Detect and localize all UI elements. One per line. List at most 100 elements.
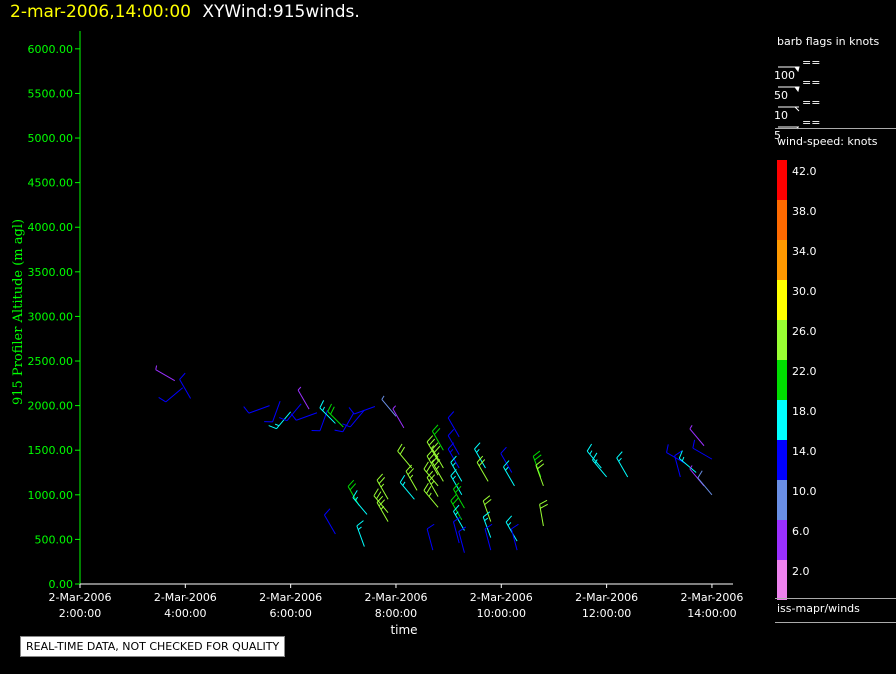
- wind-barb: [399, 474, 415, 500]
- speed-color-swatch: [777, 160, 787, 200]
- speed-scale-label: 14.0: [792, 445, 817, 458]
- barb-sample-icon: [778, 86, 800, 93]
- wind-barb: [447, 411, 460, 438]
- wind-barb: [392, 405, 405, 429]
- wind-barb: [452, 516, 461, 544]
- wind-barb: [447, 428, 460, 455]
- wind-barb: [264, 400, 281, 423]
- wind-barb: [397, 443, 413, 469]
- x-tick-time: 14:00:00: [687, 607, 736, 620]
- speed-scale-label: 26.0: [792, 325, 817, 338]
- wind-barb: [311, 409, 328, 432]
- barb-legend-label: == 100: [774, 56, 821, 82]
- y-tick-label: 0.00: [49, 578, 74, 591]
- wind-barb: [243, 405, 270, 414]
- wind-barb: [482, 495, 492, 522]
- y-axis-label: 915 Profiler Altitude (m agl): [11, 219, 26, 405]
- legend-source: iss-mapr/winds: [777, 602, 860, 615]
- x-tick-date: 2-Mar-2006: [49, 591, 112, 604]
- wind-barb: [426, 470, 439, 497]
- wind-barb: [689, 425, 705, 447]
- wind-barb: [450, 494, 463, 521]
- speed-color-swatch: [777, 200, 787, 240]
- speed-scale-label: 6.0: [792, 525, 810, 538]
- wind-barb: [319, 400, 336, 424]
- y-tick-label: 2000.00: [28, 400, 74, 413]
- wind-barb: [510, 523, 519, 551]
- speed-color-swatch: [777, 320, 787, 360]
- x-axis-ticks: 2-Mar-2006 2:00:00 2-Mar-2006 4:00:00 2-Mar-…: [49, 584, 743, 620]
- y-tick-label: 4500.00: [28, 177, 74, 190]
- barb-legend-item: == 10: [774, 96, 820, 122]
- x-tick-date: 2-Mar-2006: [154, 591, 217, 604]
- wind-barb: [323, 508, 336, 535]
- y-tick-label: 1000.00: [28, 489, 74, 502]
- wind-barb: [431, 442, 444, 469]
- speed-color-swatch: [777, 560, 787, 600]
- legend-panel: barb flags in knots == 100 == 50 == 10 == 5…: [774, 30, 896, 630]
- legend-divider: [775, 598, 896, 599]
- speed-color-swatch: [777, 240, 787, 280]
- wind-barb: [376, 473, 389, 500]
- wind-barb: [476, 455, 489, 482]
- wind-barb: [268, 411, 292, 430]
- wind-barb: [503, 460, 515, 487]
- y-tick-label: 500.00: [35, 533, 74, 546]
- barb-legend-title: barb flags in knots: [777, 35, 880, 48]
- axes: [79, 31, 733, 585]
- title-datetime: 2-mar-2006,14:00:00: [10, 2, 191, 22]
- wind-barb: [431, 455, 444, 482]
- x-tick-time: 2:00:00: [59, 607, 101, 620]
- y-tick-label: 5500.00: [28, 87, 74, 100]
- wind-barb: [482, 511, 492, 538]
- x-tick-date: 2-Mar-2006: [575, 591, 638, 604]
- speed-color-swatch: [777, 280, 787, 320]
- y-axis-ticks: 0.00 500.00 1000.00 1500.00 2000.00 2500.00 30…: [28, 43, 80, 591]
- speed-scale-label: 22.0: [792, 365, 817, 378]
- x-tick-date: 2-Mar-2006: [364, 591, 427, 604]
- wind-barb: [381, 395, 397, 417]
- wind-barb: [426, 449, 439, 476]
- wind-barbs: [155, 365, 713, 553]
- x-tick-time: 4:00:00: [164, 607, 206, 620]
- wind-barb: [297, 386, 310, 410]
- wind-barb: [431, 424, 444, 451]
- y-tick-label: 2500.00: [28, 355, 74, 368]
- barb-sample-icon: [778, 66, 800, 73]
- speed-color-swatch: [777, 360, 787, 400]
- x-axis-label: time: [390, 623, 417, 637]
- x-tick-date: 2-Mar-2006: [259, 591, 322, 604]
- barb-sample-icon: [778, 106, 800, 112]
- wind-barb: [356, 520, 365, 547]
- wind-barb: [532, 450, 542, 478]
- wind-barb: [327, 403, 344, 428]
- x-tick-time: 12:00:00: [582, 607, 631, 620]
- speed-scale-label: 34.0: [792, 245, 817, 258]
- wind-barb: [376, 495, 389, 522]
- wind-barb: [348, 406, 376, 415]
- x-tick-date: 2-Mar-2006: [680, 591, 743, 604]
- y-tick-label: 1500.00: [28, 444, 74, 457]
- x-tick-time: 6:00:00: [269, 607, 311, 620]
- wind-barb: [179, 372, 192, 399]
- quality-disclaimer: REAL-TIME DATA, NOT CHECKED FOR QUALITY: [20, 636, 286, 657]
- wind-barb: [535, 459, 545, 487]
- speed-scale-label: 2.0: [792, 565, 810, 578]
- wind-barb: [697, 470, 713, 496]
- wind-barb: [539, 499, 548, 527]
- speed-scale-label: 10.0: [792, 485, 817, 498]
- wind-barb: [452, 482, 465, 509]
- wind-barb: [452, 504, 465, 531]
- title-product: XYWind:915winds.: [202, 2, 360, 22]
- speed-scale-label: 18.0: [792, 405, 817, 418]
- barb-legend-label: == 10: [774, 96, 821, 122]
- wind-barb: [155, 365, 176, 382]
- speed-color-swatch: [777, 520, 787, 560]
- x-tick-date: 2-Mar-2006: [470, 591, 533, 604]
- wind-barb: [405, 464, 418, 491]
- wind-barb: [505, 515, 518, 542]
- wind-barb: [352, 490, 368, 515]
- x-tick-time: 10:00:00: [477, 607, 526, 620]
- wind-barb: [423, 483, 439, 508]
- wind-barb: [586, 443, 602, 469]
